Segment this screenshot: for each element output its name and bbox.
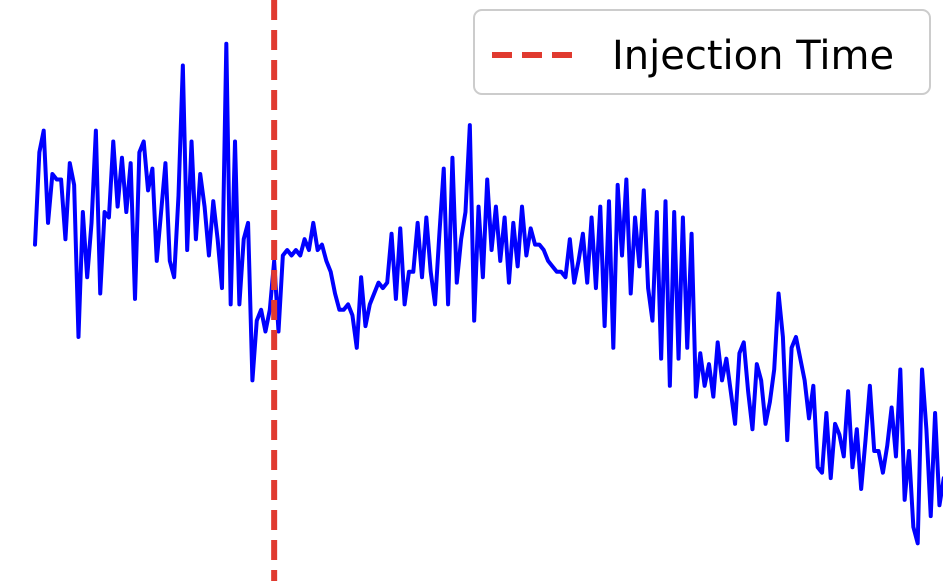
series-layer [33,41,943,546]
legend: Injection Time [473,9,931,95]
legend-label-injection-time: Injection Time [612,33,894,79]
legend-box [473,9,931,95]
series-line-0 [33,41,943,546]
